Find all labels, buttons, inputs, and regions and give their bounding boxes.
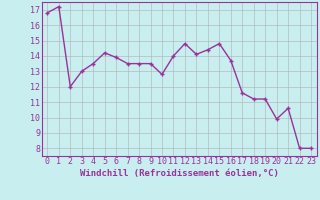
X-axis label: Windchill (Refroidissement éolien,°C): Windchill (Refroidissement éolien,°C) [80,169,279,178]
